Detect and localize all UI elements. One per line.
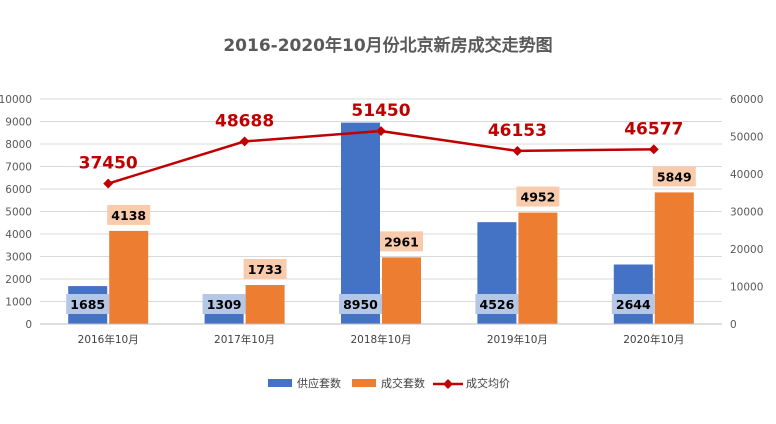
left-tick-label: 2000	[5, 274, 32, 286]
deal-label-box	[107, 204, 151, 225]
right-tick-label: 20000	[730, 244, 763, 256]
deal-value-label: 4952	[521, 190, 556, 205]
left-tick-label: 0	[25, 319, 32, 331]
supply-value-label: 2644	[616, 297, 651, 312]
x-tick-label: 2020年10月	[623, 333, 684, 346]
legend-label-supply: 供应套数	[297, 376, 341, 390]
supply-label-box	[475, 294, 519, 314]
chart-title: 2016-2020年10月份北京新房成交走势图	[223, 35, 552, 56]
right-tick-label: 60000	[730, 94, 763, 106]
price-line: 37450 48688 51450 46153 46577	[79, 101, 683, 189]
price-marker	[648, 144, 659, 155]
x-tick-label: 2017年10月	[214, 333, 275, 346]
deal-bar	[109, 230, 149, 324]
supply-label-box	[66, 294, 110, 314]
x-tick-label: 2019年10月	[487, 333, 548, 346]
supply-value-label: 8950	[343, 297, 378, 312]
legend: 供应套数 成交套数 成交均价	[268, 376, 510, 390]
deal-label-box	[243, 259, 287, 280]
supply-label-box	[202, 294, 246, 314]
left-tick-label: 6000	[5, 184, 32, 196]
price-value-label: 46153	[488, 121, 547, 141]
price-marker	[376, 126, 386, 137]
deal-bar	[654, 192, 694, 324]
price-value-label: 48688	[215, 111, 274, 131]
right-axis: 0 10000 20000 30000 40000 50000 60000	[730, 94, 763, 331]
left-tick-label: 1000	[5, 297, 32, 309]
deal-bar	[382, 257, 421, 324]
deal-value-label: 2961	[384, 234, 419, 249]
price-marker	[512, 145, 523, 156]
price-marker	[103, 178, 114, 189]
legend-label-deal: 成交套数	[381, 376, 425, 390]
legend-swatch-deal	[352, 379, 376, 387]
right-tick-label: 40000	[730, 169, 763, 181]
right-tick-label: 50000	[730, 132, 763, 144]
supply-value-label: 1309	[207, 297, 242, 312]
left-tick-label: 9000	[5, 117, 32, 129]
supply-label-box	[339, 294, 382, 314]
x-tick-label: 2018年10月	[350, 333, 411, 346]
supply-value-label: 4526	[480, 297, 515, 312]
supply-value-label: 1685	[70, 297, 105, 312]
price-value-label: 51450	[351, 101, 410, 121]
deal-label-box	[516, 186, 560, 207]
left-tick-label: 8000	[5, 139, 32, 151]
legend-swatch-supply	[268, 379, 292, 387]
deal-bar	[245, 285, 285, 324]
left-tick-label: 3000	[5, 252, 32, 264]
price-value-label: 46577	[624, 119, 683, 139]
deal-value-label: 1733	[248, 262, 283, 277]
deal-label-box	[652, 166, 696, 187]
right-tick-label: 30000	[730, 207, 763, 219]
supply-bar	[341, 122, 380, 324]
price-line-path	[107, 129, 654, 185]
legend-label-price: 成交均价	[466, 376, 510, 390]
right-tick-label: 0	[730, 319, 737, 331]
deal-value-label: 5849	[657, 169, 692, 184]
left-axis: 0 1000 2000 3000 4000 5000 6000 7000 8000 9000 100…	[0, 94, 32, 331]
left-tick-label: 7000	[5, 162, 32, 174]
bars	[68, 122, 694, 324]
x-tick-label: 2016年10月	[78, 333, 139, 346]
left-tick-label: 5000	[5, 207, 32, 219]
price-marker	[239, 136, 250, 147]
price-value-label: 37450	[79, 154, 138, 174]
legend-marker-price	[443, 379, 453, 389]
left-tick-label: 4000	[5, 229, 32, 241]
right-tick-label: 10000	[730, 282, 763, 294]
x-axis: 2016年10月 2017年10月 2018年10月 2019年10月 2020年10月	[40, 323, 722, 346]
left-tick-label: 10000	[0, 94, 32, 106]
deal-value-label: 4138	[111, 208, 146, 223]
deal-bar	[518, 212, 558, 324]
deal-label-box	[380, 231, 423, 252]
supply-label-box	[611, 294, 655, 314]
data-labels: 1685 4138 1309 1733 8950 2961 4526 4952 2644 5849	[66, 166, 696, 314]
